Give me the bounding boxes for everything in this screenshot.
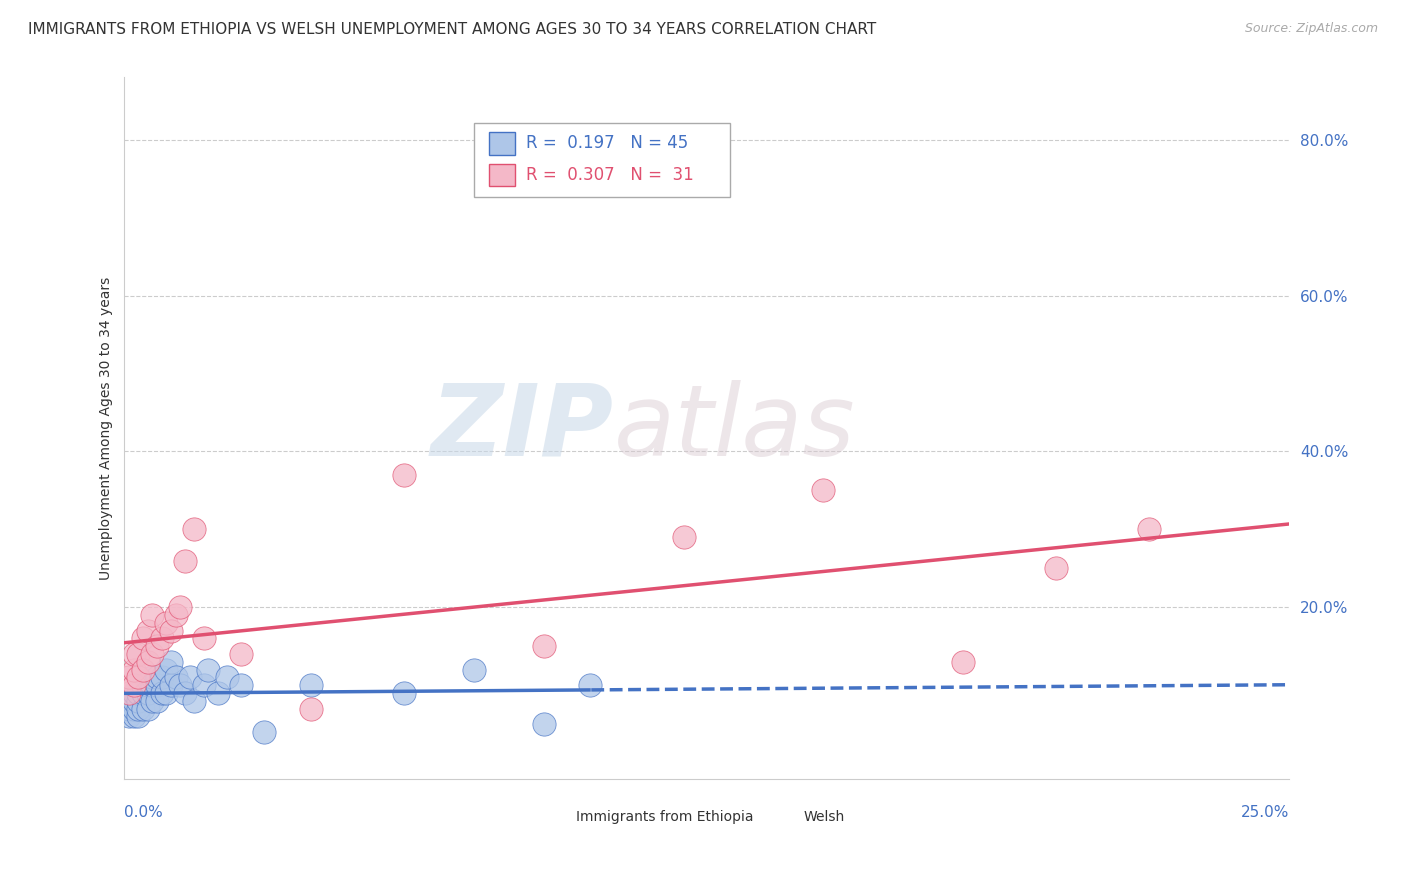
Point bbox=[127, 709, 149, 723]
Point bbox=[193, 678, 215, 692]
Point bbox=[146, 639, 169, 653]
Point bbox=[150, 632, 173, 646]
Point bbox=[132, 686, 155, 700]
Point bbox=[136, 655, 159, 669]
Point bbox=[122, 701, 145, 715]
Point bbox=[122, 686, 145, 700]
Point bbox=[155, 615, 177, 630]
Point bbox=[118, 701, 141, 715]
Text: 0.0%: 0.0% bbox=[125, 805, 163, 821]
Point bbox=[122, 709, 145, 723]
Point bbox=[579, 678, 602, 692]
FancyBboxPatch shape bbox=[544, 806, 569, 828]
Point bbox=[174, 553, 197, 567]
Point bbox=[169, 600, 191, 615]
Point bbox=[207, 686, 229, 700]
Point bbox=[193, 632, 215, 646]
Point bbox=[132, 632, 155, 646]
Point bbox=[136, 678, 159, 692]
Point bbox=[127, 701, 149, 715]
Point bbox=[136, 686, 159, 700]
Point bbox=[122, 678, 145, 692]
FancyBboxPatch shape bbox=[489, 164, 515, 186]
Point bbox=[160, 655, 183, 669]
Point bbox=[122, 647, 145, 661]
Point bbox=[165, 608, 187, 623]
Point bbox=[215, 670, 238, 684]
Text: ZIP: ZIP bbox=[430, 380, 613, 476]
Point bbox=[155, 686, 177, 700]
Point bbox=[1139, 522, 1161, 536]
Point bbox=[169, 678, 191, 692]
Text: Immigrants from Ethiopia: Immigrants from Ethiopia bbox=[576, 810, 754, 824]
Point bbox=[132, 663, 155, 677]
Text: 25.0%: 25.0% bbox=[1241, 805, 1289, 821]
FancyBboxPatch shape bbox=[489, 132, 515, 154]
Point bbox=[136, 701, 159, 715]
FancyBboxPatch shape bbox=[474, 123, 730, 196]
Point bbox=[141, 670, 163, 684]
Text: R =  0.307   N =  31: R = 0.307 N = 31 bbox=[526, 166, 695, 184]
Point bbox=[150, 686, 173, 700]
Point bbox=[253, 725, 276, 739]
Point bbox=[160, 678, 183, 692]
Point bbox=[118, 670, 141, 684]
Point bbox=[299, 701, 322, 715]
Point bbox=[127, 686, 149, 700]
Point bbox=[118, 709, 141, 723]
Point bbox=[118, 694, 141, 708]
Text: IMMIGRANTS FROM ETHIOPIA VS WELSH UNEMPLOYMENT AMONG AGES 30 TO 34 YEARS CORRELA: IMMIGRANTS FROM ETHIOPIA VS WELSH UNEMPL… bbox=[28, 22, 876, 37]
Point bbox=[229, 678, 252, 692]
Point bbox=[533, 717, 555, 731]
Point bbox=[141, 694, 163, 708]
Point bbox=[174, 686, 197, 700]
Y-axis label: Unemployment Among Ages 30 to 34 years: Unemployment Among Ages 30 to 34 years bbox=[100, 277, 114, 580]
Point bbox=[160, 624, 183, 638]
Point bbox=[165, 670, 187, 684]
Point bbox=[813, 483, 835, 498]
Text: Source: ZipAtlas.com: Source: ZipAtlas.com bbox=[1244, 22, 1378, 36]
Point bbox=[392, 686, 415, 700]
Point bbox=[127, 670, 149, 684]
Point bbox=[229, 647, 252, 661]
Point bbox=[150, 670, 173, 684]
Point bbox=[197, 663, 219, 677]
Point bbox=[183, 694, 205, 708]
Text: Welsh: Welsh bbox=[803, 810, 845, 824]
Point bbox=[1045, 561, 1067, 575]
Point bbox=[155, 663, 177, 677]
Point bbox=[299, 678, 322, 692]
Point bbox=[952, 655, 974, 669]
Point bbox=[122, 663, 145, 677]
Point bbox=[127, 694, 149, 708]
Point bbox=[183, 522, 205, 536]
Text: atlas: atlas bbox=[613, 380, 855, 476]
Point bbox=[141, 678, 163, 692]
Point bbox=[146, 670, 169, 684]
Point bbox=[127, 647, 149, 661]
Point bbox=[122, 694, 145, 708]
Text: R =  0.197   N = 45: R = 0.197 N = 45 bbox=[526, 135, 689, 153]
Point bbox=[392, 467, 415, 482]
Point bbox=[132, 678, 155, 692]
Point bbox=[146, 678, 169, 692]
FancyBboxPatch shape bbox=[770, 806, 797, 828]
Point bbox=[136, 624, 159, 638]
Point bbox=[463, 663, 485, 677]
Point bbox=[118, 686, 141, 700]
Point bbox=[141, 608, 163, 623]
Point bbox=[132, 701, 155, 715]
Point bbox=[533, 639, 555, 653]
Point bbox=[141, 647, 163, 661]
Point bbox=[179, 670, 201, 684]
Point bbox=[672, 530, 695, 544]
Point bbox=[146, 694, 169, 708]
